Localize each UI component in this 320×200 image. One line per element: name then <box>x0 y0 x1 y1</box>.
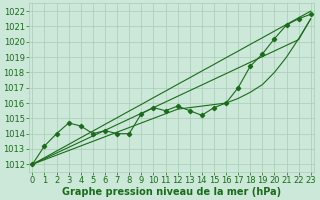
X-axis label: Graphe pression niveau de la mer (hPa): Graphe pression niveau de la mer (hPa) <box>62 187 281 197</box>
